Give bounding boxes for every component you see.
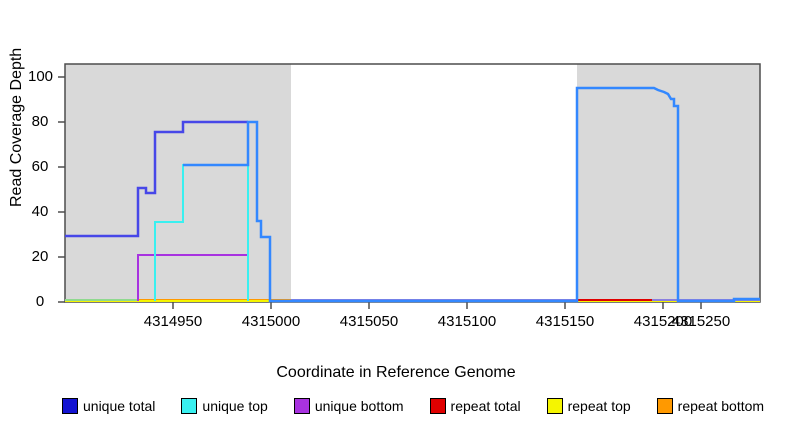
y-tick-label: 0	[28, 293, 52, 310]
legend-item-repeat-total: repeat total	[430, 398, 521, 414]
shaded-region-right	[577, 64, 760, 302]
y-tick-label: 40	[28, 203, 52, 220]
legend-item-repeat-top: repeat top	[547, 398, 631, 414]
x-tick-label: 4315050	[337, 313, 401, 330]
y-tick-label: 20	[28, 248, 52, 265]
legend-label-unique-total: unique total	[83, 398, 155, 414]
legend-label-unique-top: unique top	[202, 398, 267, 414]
legend-label-repeat-top: repeat top	[568, 398, 631, 414]
x-axis-ticks	[173, 302, 701, 309]
y-tick-label: 60	[28, 158, 52, 175]
legend-swatch-unique-bottom	[294, 398, 310, 414]
y-axis-ticks	[58, 77, 65, 302]
legend-item-unique-total: unique total	[62, 398, 155, 414]
legend-swatch-repeat-bottom	[657, 398, 673, 414]
legend-label-repeat-bottom: repeat bottom	[678, 398, 764, 414]
legend-swatch-repeat-top	[547, 398, 563, 414]
x-tick-label: 4315250	[669, 313, 733, 330]
x-tick-label: 4314950	[141, 313, 205, 330]
legend-label-unique-bottom: unique bottom	[315, 398, 404, 414]
x-tick-label: 4315100	[435, 313, 499, 330]
chart-root: Read Coverage Depth Coordinate in Refere…	[0, 0, 792, 432]
x-tick-label: 4315000	[239, 313, 303, 330]
chart-svg	[0, 0, 792, 432]
legend-item-unique-bottom: unique bottom	[294, 398, 404, 414]
legend-item-repeat-bottom: repeat bottom	[657, 398, 764, 414]
x-tick-label: 4315150	[533, 313, 597, 330]
legend-swatch-unique-total	[62, 398, 78, 414]
chart-legend: unique total unique top unique bottom re…	[62, 398, 762, 414]
legend-swatch-unique-top	[181, 398, 197, 414]
legend-label-repeat-total: repeat total	[451, 398, 521, 414]
legend-swatch-repeat-total	[430, 398, 446, 414]
y-tick-label: 100	[28, 68, 52, 85]
legend-item-unique-top: unique top	[181, 398, 267, 414]
y-tick-label: 80	[28, 113, 52, 130]
